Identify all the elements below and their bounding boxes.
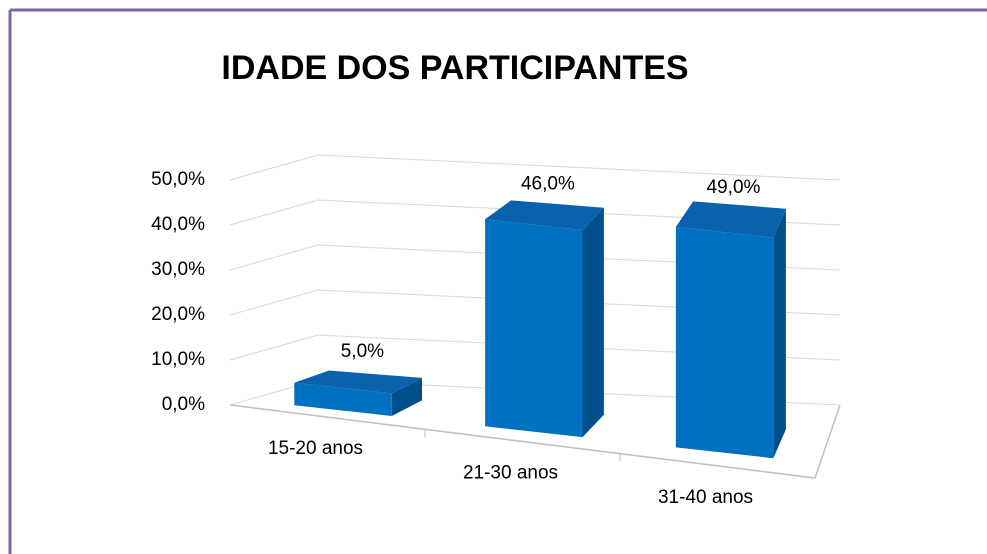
chart-title: IDADE DOS PARTICIPANTES xyxy=(221,49,688,87)
bar-side xyxy=(582,207,604,438)
x-tick-label: 15-20 anos xyxy=(268,438,363,459)
y-tick-label: 30,0% xyxy=(151,259,205,280)
y-tick-label: 20,0% xyxy=(151,304,205,325)
y-tick-label: 10,0% xyxy=(151,349,205,370)
bar-top xyxy=(485,200,604,231)
bar-front xyxy=(675,226,774,459)
bar-front xyxy=(294,382,392,416)
grid-line xyxy=(229,289,841,316)
grid-line xyxy=(229,154,841,181)
y-tick-label: 50,0% xyxy=(151,169,205,190)
y-tick-label: 0,0% xyxy=(162,394,205,415)
bar-side xyxy=(773,208,786,459)
x-tick-label: 31-40 anos xyxy=(658,487,753,508)
value-label: 49,0% xyxy=(707,177,761,198)
grid-line xyxy=(229,199,841,226)
x-tick-label: 21-30 anos xyxy=(463,463,558,484)
bar-top xyxy=(294,370,422,394)
bar-side xyxy=(391,377,422,416)
value-label: 5,0% xyxy=(341,341,384,362)
grid-line xyxy=(229,244,841,271)
y-tick-label: 40,0% xyxy=(151,214,205,235)
bar-top xyxy=(675,201,786,238)
bar-front xyxy=(485,219,583,438)
grid-line xyxy=(229,334,841,361)
value-label: 46,0% xyxy=(521,173,575,194)
